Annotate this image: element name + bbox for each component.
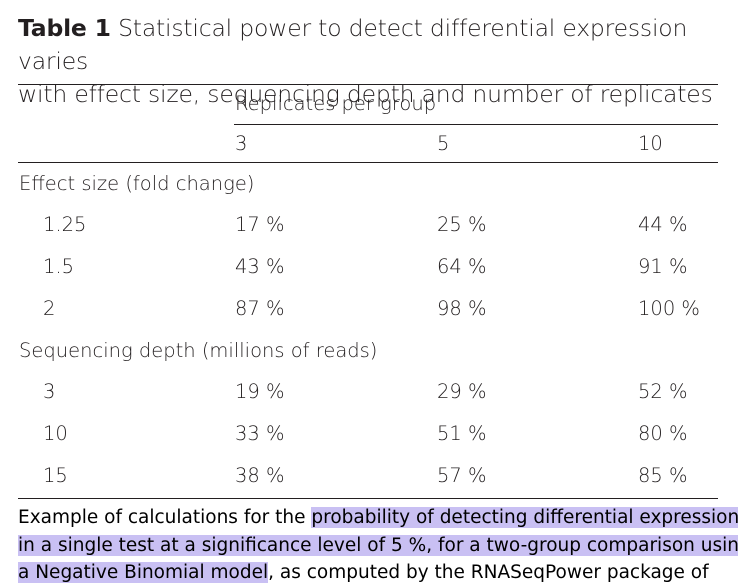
table-label: Table 1 <box>18 14 111 42</box>
table-top-rule <box>18 84 718 85</box>
row-label: 15 <box>43 464 68 487</box>
column-header-3: 3 <box>235 132 248 155</box>
highlighted-text[interactable]: a Negative Binomial model <box>18 562 269 583</box>
row-label: 1.5 <box>43 255 75 278</box>
table-cell: 33 % <box>235 422 285 445</box>
column-header-10: 10 <box>638 132 663 155</box>
spanner-header: Replicates per group <box>235 92 437 115</box>
footnote-line-1: Example of calculations for the probabil… <box>18 504 738 532</box>
highlighted-text[interactable]: in a single test at a significance level… <box>18 534 738 556</box>
table-cell: 87 % <box>235 297 285 320</box>
row-label: 2 <box>43 297 56 320</box>
group-title-sequencing-depth: Sequencing depth (millions of reads) <box>19 339 378 362</box>
row-label: 3 <box>43 380 56 403</box>
table-cell: 57 % <box>437 464 487 487</box>
table-cell: 25 % <box>437 213 487 236</box>
table-cell: 98 % <box>437 297 487 320</box>
table-cell: 51 % <box>437 422 487 445</box>
footnote-line-3: a Negative Binomial model, as computed b… <box>18 559 730 587</box>
footnote-line-2: in a single test at a significance level… <box>18 532 738 560</box>
footnote-text: Example of calculations for the <box>18 507 312 528</box>
table-footnote: Example of calculations for the probabil… <box>18 504 738 587</box>
table-bottom-rule <box>18 498 718 499</box>
header-bottom-rule <box>18 162 718 163</box>
table-cell: 29 % <box>437 380 487 403</box>
table-cell: 80 % <box>638 422 688 445</box>
table-cell: 85 % <box>638 464 688 487</box>
row-label: 1.25 <box>43 213 87 236</box>
spanner-rule <box>234 124 718 125</box>
table-cell: 52 % <box>638 380 688 403</box>
table-cell: 64 % <box>437 255 487 278</box>
group-title-effect-size: Effect size (fold change) <box>19 172 255 195</box>
table-cell: 44 % <box>638 213 688 236</box>
table-cell: 43 % <box>235 255 285 278</box>
table-cell: 38 % <box>235 464 285 487</box>
footnote-text: , as computed by the RNASeqPower package… <box>268 562 709 583</box>
column-header-5: 5 <box>437 132 450 155</box>
caption-text-line1: Statistical power to detect differential… <box>18 14 688 75</box>
table-cell: 91 % <box>638 255 688 278</box>
highlighted-text[interactable]: probability of detecting differential ex… <box>311 507 738 528</box>
table-cell: 19 % <box>235 380 285 403</box>
table-cell: 100 % <box>638 297 700 320</box>
row-label: 10 <box>43 422 68 445</box>
table-cell: 17 % <box>235 213 285 236</box>
